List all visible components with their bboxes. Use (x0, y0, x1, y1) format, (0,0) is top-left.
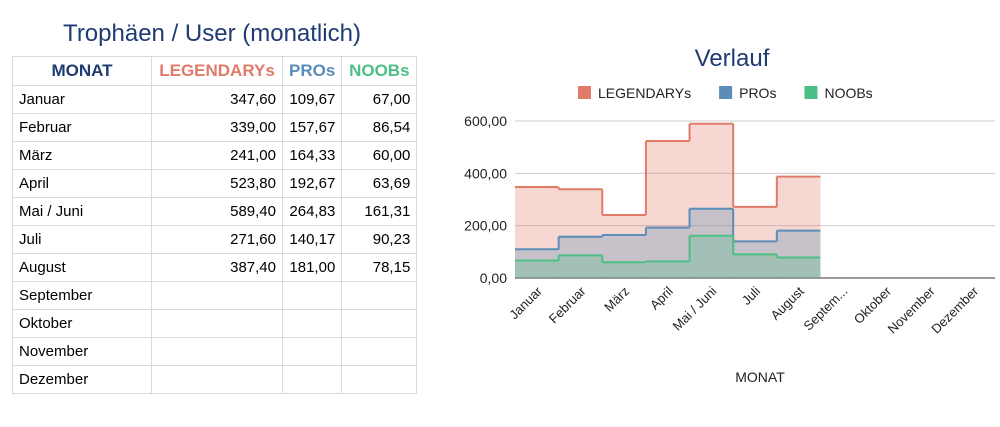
table-cell: 60,00 (341, 141, 418, 170)
area-step (776, 176, 821, 278)
table-cell: November (12, 337, 152, 366)
x-tick-label: März (601, 284, 632, 315)
area-step (515, 260, 559, 278)
area-step (645, 261, 690, 278)
x-tick-label: Septem... (800, 284, 850, 334)
x-axis-title: MONAT (735, 369, 785, 385)
area-step (558, 255, 603, 278)
x-tick-label: Februar (546, 283, 589, 326)
table-cell: 86,54 (341, 113, 418, 142)
legend-label: PROs (739, 85, 776, 101)
x-tick-label: August (768, 283, 807, 322)
y-tick-label: 200,00 (464, 218, 507, 234)
area-step (602, 214, 646, 278)
chart-title: Verlauf (695, 45, 770, 72)
header-cell: PROs (281, 56, 343, 86)
table-cell: 339,00 (151, 113, 283, 142)
legend-label: NOOBs (824, 85, 872, 101)
header-cell: LEGENDARYs (151, 56, 283, 86)
area-step (645, 227, 690, 278)
table-cell (281, 365, 343, 394)
table-cell (341, 309, 418, 338)
table-cell: 157,67 (281, 113, 343, 142)
area-step (733, 254, 777, 278)
table-row: April 523,80 192,67 63,69 (12, 169, 418, 198)
y-tick-label: 0,00 (480, 270, 507, 286)
legend-swatch (578, 86, 591, 99)
legend-swatch (719, 86, 733, 99)
table-cell (151, 365, 283, 394)
table-title: Trophäen / User (monatlich) (63, 20, 361, 47)
area-step (515, 187, 559, 278)
area-step (602, 262, 646, 278)
table-cell: 181,00 (281, 253, 343, 282)
table-row: November (12, 337, 418, 366)
table-cell: August (12, 253, 152, 282)
legend-swatch (804, 86, 818, 99)
table-row: Januar 347,60 109,67 67,00 (12, 85, 418, 114)
table-cell (341, 365, 418, 394)
table-cell (341, 337, 418, 366)
table-cell: März (12, 141, 152, 170)
area-step (515, 249, 559, 278)
area-step (776, 257, 821, 278)
table-cell: Dezember (12, 365, 152, 394)
table-row: Mai / Juni 589,40 264,83 161,31 (12, 197, 418, 226)
table-cell: Februar (12, 113, 152, 142)
table-cell: 589,40 (151, 197, 283, 226)
header-row: MONAT LEGENDARYs PROs NOOBs (12, 56, 418, 86)
table-cell: Januar (12, 85, 152, 114)
table-cell: 164,33 (281, 141, 343, 170)
area-step (689, 123, 734, 278)
table-cell: 109,67 (281, 85, 343, 114)
x-tick-label: Mai / Juni (670, 283, 720, 333)
table-cell: 347,60 (151, 85, 283, 114)
y-tick-label: 400,00 (464, 165, 507, 181)
table-cell: 264,83 (281, 197, 343, 226)
legend-label: LEGENDARYs (598, 85, 691, 101)
table-cell: 63,69 (341, 169, 418, 198)
table-cell: 90,23 (341, 225, 418, 254)
table-cell: 140,17 (281, 225, 343, 254)
area-step (733, 206, 777, 278)
header-cell: MONAT (12, 56, 152, 86)
area-step (689, 235, 734, 278)
area-step (602, 235, 646, 278)
area-step (733, 241, 777, 278)
x-tick-label: April (647, 283, 676, 312)
x-tick-label: Dezember (928, 283, 981, 336)
table-cell (151, 337, 283, 366)
table-cell: April (12, 169, 152, 198)
table-row: März 241,00 164,33 60,00 (12, 141, 418, 170)
table-row: Dezember (12, 365, 418, 394)
area-step (689, 208, 734, 278)
table-cell (281, 337, 343, 366)
table-row: Februar 339,00 157,67 86,54 (12, 113, 418, 142)
x-tick-label: Oktober (851, 283, 895, 327)
y-tick-label: 600,00 (464, 113, 507, 129)
area-step (776, 230, 821, 278)
table-cell: 523,80 (151, 169, 283, 198)
x-tick-label: Juli (739, 283, 763, 307)
table-cell (341, 281, 418, 310)
area-step (645, 140, 690, 278)
data-table: MONAT LEGENDARYs PROs NOOBs Januar 347,60 109,… (12, 56, 418, 394)
area-step (558, 236, 603, 278)
area-step (558, 189, 603, 278)
x-tick-label: Januar (506, 283, 545, 322)
